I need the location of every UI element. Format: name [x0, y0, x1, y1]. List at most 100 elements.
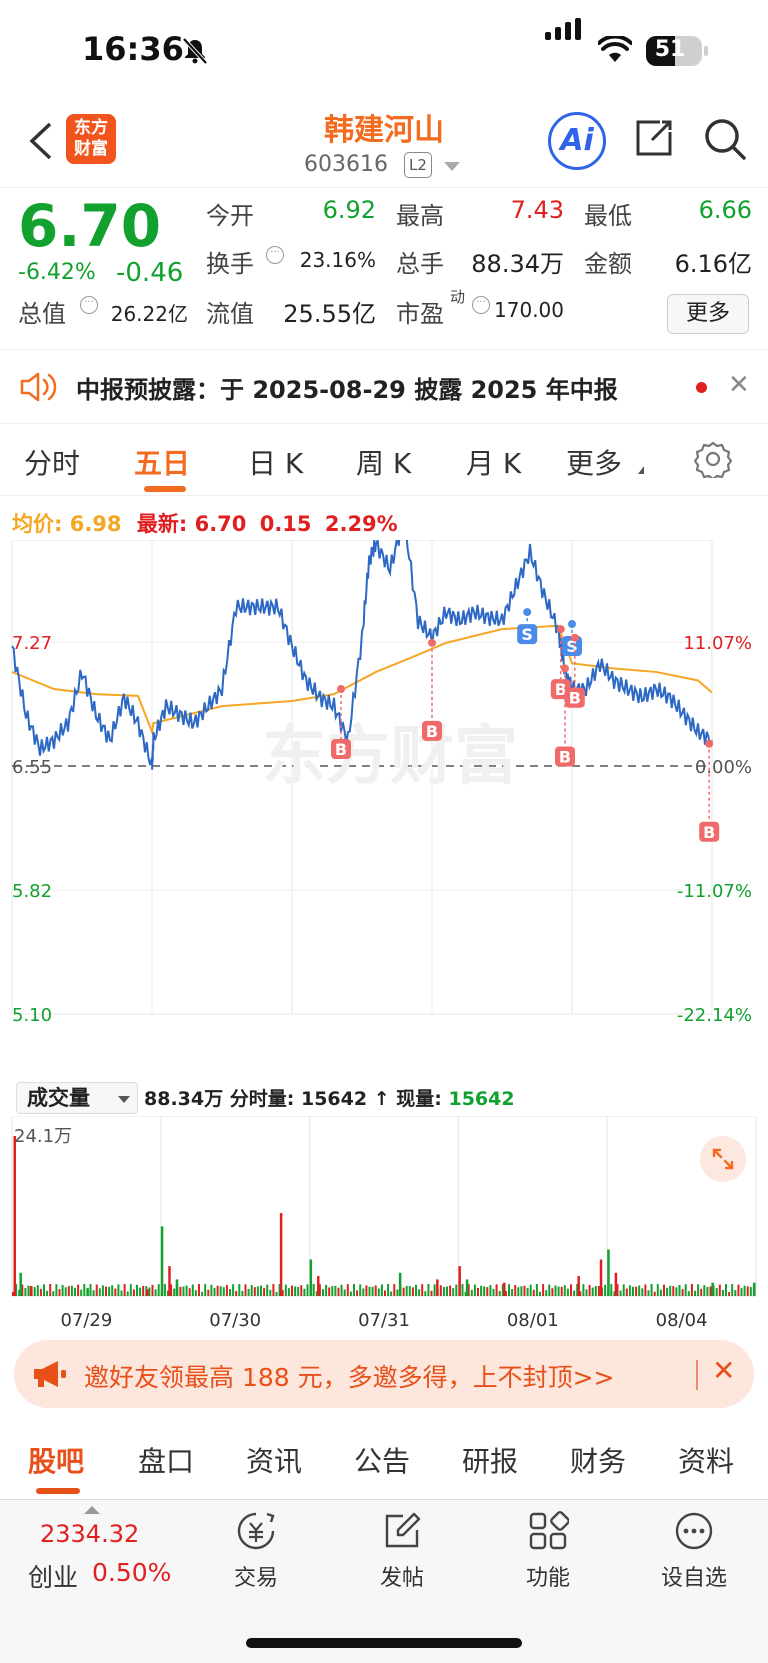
caret-up-icon[interactable]	[84, 1506, 100, 1514]
invite-banner[interactable]: 邀好友领最高 188 元，多邀多得，上不封顶>> ✕	[14, 1340, 754, 1408]
volume-bar	[123, 1284, 126, 1296]
volume-bar	[325, 1284, 328, 1296]
volume-bar	[614, 1272, 618, 1296]
volume-bar	[449, 1285, 452, 1296]
expand-chart-button[interactable]	[700, 1136, 746, 1182]
x-tick-label: 07/30	[209, 1310, 261, 1331]
volume-bar	[74, 1287, 76, 1296]
marker-dot	[523, 608, 532, 617]
volume-bar	[588, 1284, 591, 1296]
close-icon[interactable]: ✕	[712, 1354, 736, 1387]
tab-research[interactable]: 研报	[462, 1445, 519, 1478]
tab-news[interactable]: 资讯	[246, 1445, 303, 1478]
volume-bar	[393, 1284, 396, 1296]
volume-bar	[343, 1289, 346, 1296]
low-value: 6.66	[698, 196, 752, 224]
volume-bar	[384, 1290, 386, 1296]
volume-bar	[312, 1284, 315, 1296]
functions-button[interactable]: 功能	[498, 1510, 598, 1592]
volume-chart[interactable]: 24.1万 07/29 07/30 07/31 08/01 08/04	[0, 1116, 768, 1336]
tab-more[interactable]: 更多	[566, 447, 623, 480]
more-quote-button[interactable]: 更多	[667, 294, 749, 334]
price-line	[11, 540, 713, 770]
tab-weekly-k[interactable]: 周 K	[356, 447, 412, 480]
chevron-down-icon[interactable]	[444, 162, 460, 171]
level2-badge[interactable]: L2	[404, 152, 432, 178]
volume-bar	[439, 1285, 442, 1296]
tab-announcements[interactable]: 公告	[354, 1445, 411, 1478]
volume-bar	[597, 1285, 600, 1296]
ai-assistant-button[interactable]: Ai	[548, 112, 606, 170]
stock-code[interactable]: 603616	[304, 152, 388, 177]
back-arrow-icon[interactable]	[26, 120, 56, 162]
volume-bar	[229, 1289, 231, 1296]
volume-bar	[548, 1284, 551, 1296]
volume-bar	[532, 1289, 535, 1296]
bottom-toolbar: 2334.32 创业 0.50% 交易 发帖 功能 设自选	[0, 1500, 768, 1663]
volume-bar	[483, 1286, 486, 1296]
add-watchlist-button[interactable]: 设自选	[644, 1510, 744, 1592]
latest-change: 0.15	[259, 512, 312, 536]
five-day-price-chart[interactable]: 东方财富 8.00 22.14% 7.27 11.07% 6.55 0.00% 5.82 -11…	[0, 540, 768, 1080]
grid-icon	[529, 1511, 570, 1550]
pe-info-icon[interactable]: ···	[472, 294, 490, 314]
expand-icon	[712, 1148, 734, 1170]
volume-bar	[411, 1287, 414, 1296]
change-amount: -0.46	[116, 258, 184, 288]
index-name[interactable]: 创业	[28, 1563, 79, 1592]
volume-bar	[368, 1286, 371, 1296]
volume-bar	[151, 1284, 154, 1296]
chevron-down-icon[interactable]	[118, 1096, 130, 1103]
volume-bar	[421, 1284, 424, 1296]
home-indicator[interactable]	[246, 1638, 522, 1648]
marker-dot	[568, 620, 576, 629]
volume-bar	[554, 1285, 557, 1296]
unread-dot	[696, 382, 707, 393]
tab-monthly-k[interactable]: 月 K	[466, 447, 522, 480]
volume-indicator-select[interactable]: 成交量	[16, 1082, 138, 1114]
volume-bar	[557, 1286, 560, 1296]
post-button[interactable]: 发帖	[352, 1510, 452, 1592]
tab-forum[interactable]: 股吧	[28, 1445, 85, 1478]
volume-bar	[473, 1284, 476, 1296]
volume-bar	[599, 1259, 603, 1296]
close-icon[interactable]: ✕	[728, 370, 750, 400]
tab-daily-k[interactable]: 日 K	[248, 447, 304, 480]
notice-bar[interactable]: 中报预披露：于 2025-08-29 披露 2025 年中报 ✕	[0, 350, 768, 424]
edit-icon	[385, 1512, 421, 1548]
tab-five-day[interactable]: 五日	[134, 447, 191, 480]
volume-bar	[272, 1284, 275, 1296]
amount-label: 金额	[584, 250, 632, 278]
tab-financials[interactable]: 财务	[570, 1445, 627, 1478]
tab-intraday[interactable]: 分时	[24, 447, 81, 480]
share-icon[interactable]	[632, 116, 676, 160]
amount-value: 6.16亿	[674, 250, 752, 278]
gear-icon[interactable]	[694, 440, 732, 478]
volume-bar	[294, 1286, 297, 1296]
volume-bar	[126, 1291, 129, 1296]
market-cap-info-icon[interactable]: ···	[80, 294, 98, 314]
trade-button[interactable]: 交易	[206, 1510, 306, 1592]
banner-text: 邀好友领最高 188 元，多邀多得，上不封顶>>	[84, 1363, 615, 1392]
search-icon[interactable]	[702, 116, 748, 162]
marker-dot	[556, 625, 565, 634]
volume-bar	[29, 1286, 33, 1296]
volume-bar	[222, 1287, 225, 1296]
volume-bar	[377, 1288, 380, 1296]
volume-bar	[315, 1291, 318, 1296]
volume-bar	[256, 1286, 259, 1296]
marker-dot	[428, 638, 436, 647]
trade-marker-badge	[517, 624, 538, 645]
volume-bar	[740, 1288, 743, 1296]
volume-bar	[244, 1284, 247, 1296]
volume-bar	[334, 1285, 337, 1296]
volume-bar	[427, 1284, 430, 1296]
turnover-info-icon[interactable]: ···	[266, 244, 284, 264]
index-change[interactable]: 0.50%	[92, 1558, 172, 1587]
active-tab-indicator	[144, 486, 186, 492]
tab-profile[interactable]: 资料	[678, 1445, 735, 1478]
low-label: 最低	[584, 202, 632, 230]
tab-order-book[interactable]: 盘口	[138, 1445, 195, 1478]
index-value[interactable]: 2334.32	[40, 1520, 140, 1548]
volume-bar	[105, 1286, 107, 1296]
